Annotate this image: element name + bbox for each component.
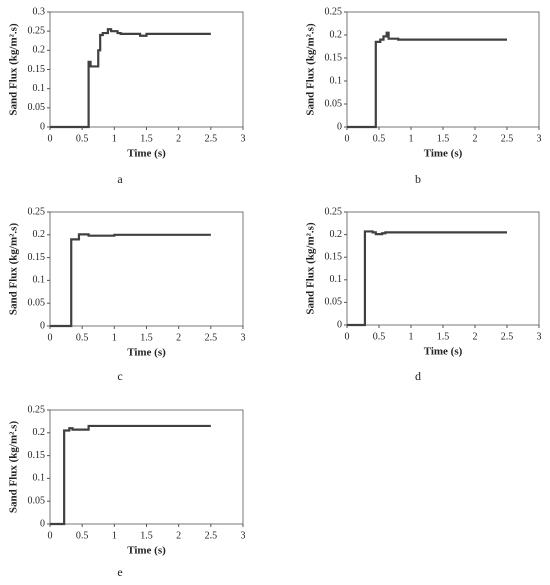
y-tick-label: 0 xyxy=(337,121,342,132)
x-tick-label: 1.5 xyxy=(140,530,153,541)
y-tick-label: 0.15 xyxy=(325,251,343,262)
y-tick-label: 0.2 xyxy=(33,229,46,240)
panel-label: c xyxy=(117,369,122,383)
y-axis-label: Sand Flux (kg/m².s) xyxy=(8,421,20,514)
x-axis-label: Time (s) xyxy=(127,545,166,557)
panel-label: d xyxy=(415,369,421,383)
x-tick-label: 1 xyxy=(112,332,117,343)
x-tick-label: 3 xyxy=(241,530,246,541)
y-tick-label: 0.25 xyxy=(28,206,46,217)
data-line xyxy=(50,424,211,526)
x-axis-label: Time (s) xyxy=(424,148,463,160)
x-tick-label: 0 xyxy=(48,530,53,541)
x-tick-label: 3 xyxy=(537,331,542,342)
y-tick-label: 0 xyxy=(40,121,45,132)
plot-frame xyxy=(49,11,244,128)
x-tick-label: 2 xyxy=(473,133,478,144)
y-tick-label: 0.25 xyxy=(28,25,46,36)
y-tick-label: 0.3 xyxy=(33,6,46,17)
data-line xyxy=(347,230,507,327)
panel-label: a xyxy=(117,172,123,186)
y-tick-label: 0.05 xyxy=(325,297,343,308)
y-tick-label: 0.2 xyxy=(330,229,343,240)
y-axis-label: Sand Flux (kg/m².s) xyxy=(8,23,20,116)
x-tick-label: 0 xyxy=(48,133,53,144)
x-tick-label: 2 xyxy=(176,133,181,144)
x-tick-label: 1.5 xyxy=(437,331,450,342)
x-axis-label: Time (s) xyxy=(127,347,166,359)
x-tick-label: 3 xyxy=(241,133,246,144)
y-axis-label: Sand Flux (kg/m².s) xyxy=(305,222,317,315)
data-line xyxy=(347,31,507,129)
y-tick-label: 0.15 xyxy=(28,252,46,263)
y-tick-label: 0.2 xyxy=(33,45,46,56)
x-tick-label: 1 xyxy=(112,133,117,144)
y-tick-label: 0.05 xyxy=(28,102,46,113)
x-tick-label: 0 xyxy=(345,133,350,144)
y-tick-label: 0.15 xyxy=(325,52,343,63)
y-tick-label: 0.05 xyxy=(28,495,46,506)
y-tick-label: 0.25 xyxy=(325,206,343,217)
y-tick-label: 0.2 xyxy=(33,427,46,438)
x-axis-label: Time (s) xyxy=(127,148,166,160)
y-tick-label: 0.1 xyxy=(330,274,343,285)
y-tick-label: 0.05 xyxy=(28,297,46,308)
x-tick-label: 3 xyxy=(241,332,246,343)
y-tick-label: 0.1 xyxy=(33,83,46,94)
x-tick-label: 2.5 xyxy=(501,331,514,342)
y-tick-label: 0.25 xyxy=(28,404,46,415)
x-axis-label: Time (s) xyxy=(424,346,463,358)
data-line xyxy=(50,233,211,328)
y-tick-label: 0 xyxy=(40,320,45,331)
x-tick-label: 2 xyxy=(176,530,181,541)
x-tick-label: 2 xyxy=(176,332,181,343)
y-axis-label: Sand Flux (kg/m².s) xyxy=(305,23,317,116)
y-tick-label: 0 xyxy=(40,518,45,529)
y-tick-label: 0.15 xyxy=(28,64,46,75)
x-tick-label: 2 xyxy=(473,331,478,342)
x-tick-label: 1 xyxy=(409,331,414,342)
x-tick-label: 1 xyxy=(409,133,414,144)
plot-frame xyxy=(49,211,244,327)
x-tick-label: 3 xyxy=(537,133,542,144)
x-tick-label: 0 xyxy=(48,332,53,343)
x-tick-label: 2.5 xyxy=(205,332,218,343)
x-tick-label: 0.5 xyxy=(76,133,89,144)
x-tick-label: 1.5 xyxy=(437,133,450,144)
x-tick-label: 2.5 xyxy=(501,133,514,144)
x-tick-label: 0.5 xyxy=(373,133,386,144)
panel-label: e xyxy=(117,565,122,579)
x-tick-label: 2.5 xyxy=(205,530,218,541)
x-tick-label: 0.5 xyxy=(76,332,89,343)
x-tick-label: 0 xyxy=(345,331,350,342)
x-tick-label: 0.5 xyxy=(76,530,89,541)
y-tick-label: 0.25 xyxy=(325,6,343,17)
x-tick-label: 0.5 xyxy=(373,331,386,342)
plot-frame xyxy=(49,409,244,525)
x-tick-label: 1 xyxy=(112,530,117,541)
y-tick-label: 0.05 xyxy=(325,98,343,109)
x-tick-label: 2.5 xyxy=(205,133,218,144)
y-axis-label: Sand Flux (kg/m².s) xyxy=(8,223,20,316)
data-line xyxy=(50,28,211,129)
y-tick-label: 0 xyxy=(337,319,342,330)
x-tick-label: 1.5 xyxy=(140,133,153,144)
y-tick-label: 0.1 xyxy=(33,275,46,286)
y-tick-label: 0.1 xyxy=(330,75,343,86)
y-tick-label: 0.15 xyxy=(28,450,46,461)
y-tick-label: 0.1 xyxy=(33,473,46,484)
panel-label: b xyxy=(415,172,421,186)
y-tick-label: 0.2 xyxy=(330,29,343,40)
plot-frame xyxy=(346,211,540,326)
x-tick-label: 1.5 xyxy=(140,332,153,343)
